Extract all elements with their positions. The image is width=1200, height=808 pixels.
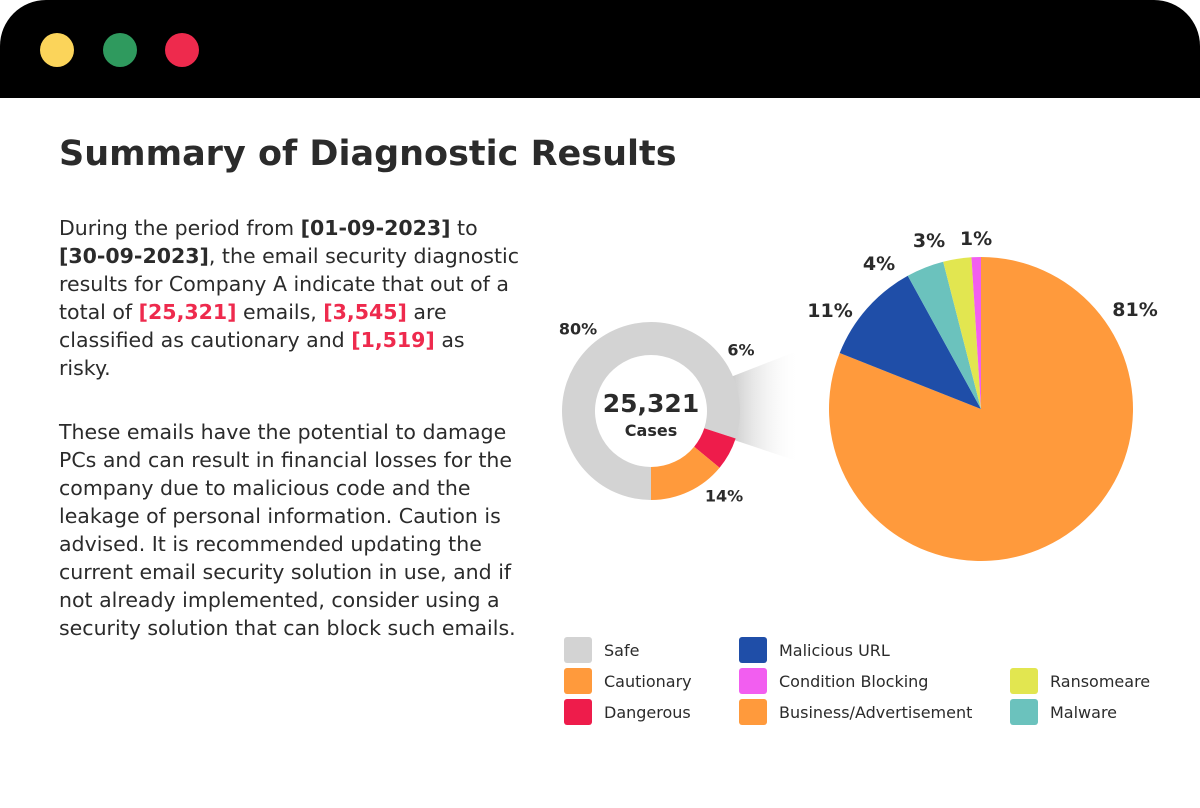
legend-swatch bbox=[1010, 668, 1038, 694]
legend-item-malicious-url: Malicious URL bbox=[739, 636, 890, 664]
legend-item-cautionary: Cautionary bbox=[564, 667, 692, 695]
total-count: [25,321] bbox=[138, 300, 237, 324]
close-dot[interactable] bbox=[165, 33, 199, 67]
legend-item-business-advertisement: Business/Advertisement bbox=[739, 698, 972, 726]
page-title: Summary of Diagnostic Results bbox=[59, 134, 677, 174]
date-start: [01-09-2023] bbox=[300, 216, 451, 240]
pie-label-malicious-url: 11% bbox=[807, 300, 852, 322]
summary-text: emails, bbox=[236, 300, 324, 324]
summary-paragraph: During the period from [01-09-2023] to [… bbox=[59, 214, 519, 382]
breakdown-connector bbox=[728, 350, 800, 462]
pie-slice-condition-blocking bbox=[971, 257, 981, 409]
legend-label: Dangerous bbox=[604, 702, 691, 722]
legend-label: Malware bbox=[1050, 702, 1118, 722]
pie-label-condition-blocking: 1% bbox=[960, 228, 992, 250]
pie-label-business-advertisement: 81% bbox=[1112, 299, 1157, 321]
donut-chart: 80% 6% 14% bbox=[559, 320, 755, 506]
legend-swatch bbox=[564, 668, 592, 694]
pie-label-ransomeare: 3% bbox=[913, 230, 945, 252]
legend-swatch bbox=[739, 668, 767, 694]
legend-label: Safe bbox=[604, 640, 640, 660]
summary-text: During the period from bbox=[59, 216, 301, 240]
donut-label-dangerous: 6% bbox=[727, 341, 754, 360]
summary-text: to bbox=[450, 216, 478, 240]
pie-chart: 81% 11% 4% 3% 1% bbox=[807, 228, 1158, 561]
legend-swatch bbox=[564, 637, 592, 663]
donut-slice-dangerous bbox=[694, 428, 736, 468]
pie-slice-malware bbox=[907, 261, 981, 409]
legend-label: Malicious URL bbox=[779, 640, 890, 660]
cautionary-count: [3,545] bbox=[323, 300, 407, 324]
donut-label-cautionary: 14% bbox=[705, 487, 743, 506]
donut-center-value: 25,321 bbox=[603, 389, 699, 418]
donut-slice-cautionary bbox=[651, 446, 720, 500]
recommendation-paragraph: These emails have the potential to damag… bbox=[59, 420, 516, 640]
pie-slice-ransomeare bbox=[943, 257, 981, 409]
legend-label: Business/Advertisement bbox=[779, 702, 973, 722]
legend-item-malware: Malware bbox=[1010, 698, 1117, 726]
legend-swatch bbox=[564, 699, 592, 725]
legend-item-safe: Safe bbox=[564, 636, 639, 664]
legend-label: Condition Blocking bbox=[779, 671, 929, 691]
summary-text: are classified as cautionary and bbox=[59, 300, 447, 352]
date-end: [30-09-2023] bbox=[59, 244, 209, 268]
summary-text: , the email security diagnostic results … bbox=[59, 244, 519, 324]
legend-label: Ransomeare bbox=[1050, 671, 1151, 691]
legend-swatch bbox=[739, 637, 767, 663]
legend-item-ransomeare: Ransomeare bbox=[1010, 667, 1150, 695]
legend-swatch bbox=[1010, 699, 1038, 725]
pie-label-malware: 4% bbox=[863, 253, 895, 275]
donut-label-safe: 80% bbox=[559, 320, 597, 339]
legend-item-condition-blocking: Condition Blocking bbox=[739, 667, 928, 695]
window-titlebar bbox=[0, 0, 1200, 98]
donut-slice-safe bbox=[562, 321, 740, 500]
summary-text: as risky. bbox=[59, 328, 465, 380]
maximize-dot[interactable] bbox=[103, 33, 137, 67]
legend-label: Cautionary bbox=[604, 671, 692, 691]
pie-slice-malicious-url bbox=[839, 275, 981, 409]
legend-swatch bbox=[739, 699, 767, 725]
donut-center-label: Cases bbox=[625, 421, 677, 440]
minimize-dot[interactable] bbox=[40, 33, 74, 67]
legend-item-dangerous: Dangerous bbox=[564, 698, 691, 726]
risky-count: [1,519] bbox=[351, 328, 435, 352]
